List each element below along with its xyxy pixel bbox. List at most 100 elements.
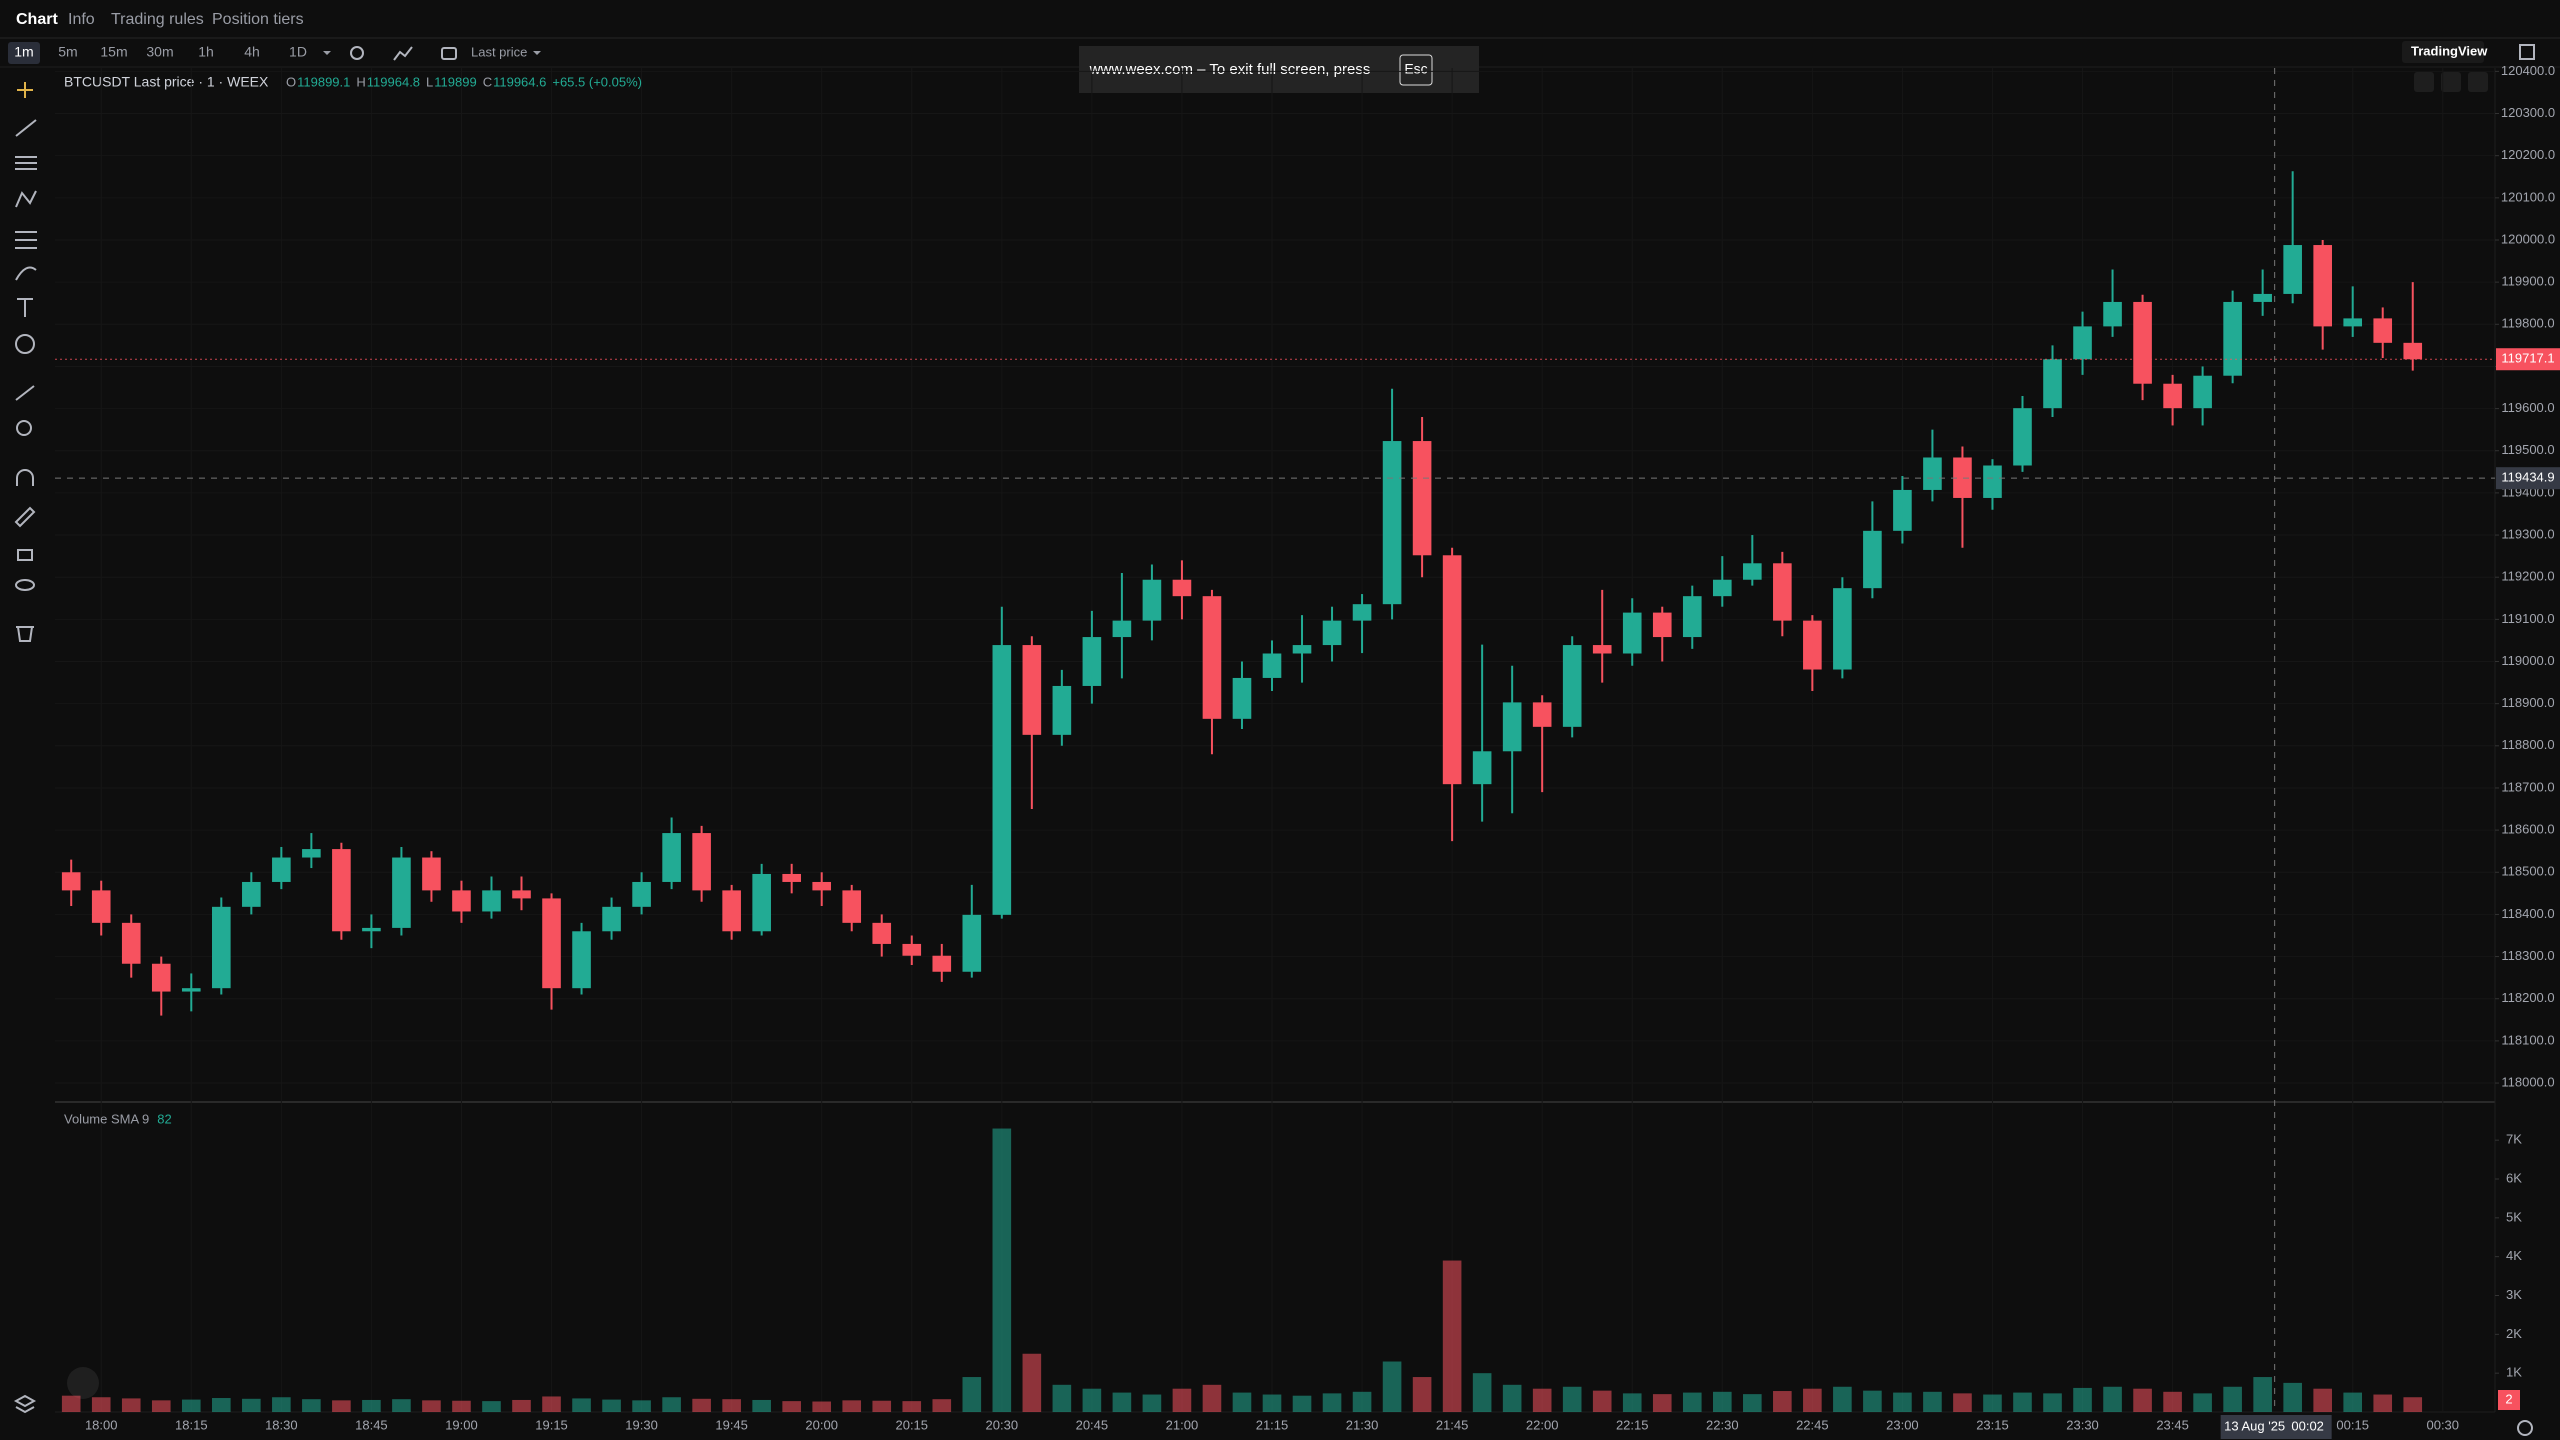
overlay: O 119899.1 H 119964.8 L 119899 C 119964.6 +65.5 … xyxy=(55,68,2560,1439)
candle-body xyxy=(1682,596,1702,638)
brush-tool[interactable] xyxy=(15,266,37,281)
zoom-tool[interactable] xyxy=(16,420,32,436)
volume-bar xyxy=(1262,1394,1282,1412)
crosshair-tool[interactable] xyxy=(17,82,33,98)
tab[interactable]: Chart xyxy=(16,11,58,28)
candle-body xyxy=(1052,685,1072,735)
legend-change: +65.5 (+0.05%) xyxy=(552,74,642,89)
provider[interactable]: TradingView xyxy=(2411,43,2488,58)
visibility-tool[interactable] xyxy=(15,579,35,591)
settings-icon[interactable] xyxy=(350,46,364,60)
y-tick-label: 120400.0 xyxy=(2501,63,2555,78)
volume-bar xyxy=(121,1398,141,1412)
candle-body xyxy=(662,833,681,882)
volume-bar xyxy=(482,1401,501,1412)
candle-body xyxy=(2283,245,2302,294)
volume-tick-label: 2K xyxy=(2506,1326,2522,1341)
interval[interactable]: 30m xyxy=(146,44,173,60)
indicators-icon[interactable] xyxy=(393,46,413,61)
candle-body xyxy=(422,857,441,891)
key-box xyxy=(1399,54,1433,86)
y-tick-label: 119900.0 xyxy=(2501,274,2554,289)
x-tick-label: 22:00 xyxy=(1526,1417,1559,1432)
volume-tick-label: 7K xyxy=(2506,1132,2522,1147)
prediction-tool[interactable] xyxy=(15,231,37,249)
legend-key: H xyxy=(356,74,365,89)
tab[interactable]: Position tiers xyxy=(212,11,304,28)
scroll-button[interactable] xyxy=(2414,72,2434,92)
tab[interactable]: Info xyxy=(68,11,95,28)
x-tick-label: 00:15 xyxy=(2336,1417,2369,1432)
candle-body xyxy=(1112,620,1132,638)
interval[interactable]: 1m xyxy=(14,44,33,60)
candle-body xyxy=(992,645,1012,915)
candle-body xyxy=(1983,465,2002,498)
trend-line-tool[interactable] xyxy=(15,119,37,137)
volume-bar xyxy=(1562,1386,1582,1412)
candle-body xyxy=(1262,653,1282,678)
delete-tool[interactable] xyxy=(16,626,34,642)
draw-mode-tool[interactable] xyxy=(14,506,36,528)
provider-badge xyxy=(2402,41,2484,63)
candle-body xyxy=(2193,375,2212,409)
screenshot-icon[interactable] xyxy=(441,47,457,60)
volume-bar xyxy=(1142,1394,1162,1412)
settings-icon[interactable] xyxy=(2517,1420,2533,1436)
interval[interactable]: 5m xyxy=(58,44,77,60)
measure-tool[interactable] xyxy=(15,385,35,401)
price-mode[interactable]: Last price xyxy=(471,44,527,59)
volume-bar xyxy=(1112,1392,1132,1412)
fit-button[interactable] xyxy=(2441,72,2461,92)
candle-body xyxy=(332,849,351,932)
layers-icon[interactable] xyxy=(13,1394,37,1414)
y-tick-label: 119600.0 xyxy=(2501,400,2554,415)
y-tick-label: 120300.0 xyxy=(2501,105,2555,120)
interval[interactable]: 1D xyxy=(289,44,307,60)
reset-button[interactable] xyxy=(2468,72,2488,92)
active-interval-bg xyxy=(8,42,40,64)
dropdown-arrow[interactable] xyxy=(533,51,541,55)
volume-bar xyxy=(962,1377,982,1412)
tab[interactable]: Trading rules xyxy=(111,11,204,28)
lock-tool[interactable] xyxy=(17,549,33,561)
candle-body xyxy=(542,898,561,989)
y-tick-label: 118400.0 xyxy=(2501,906,2554,921)
volume-current-box xyxy=(2498,1390,2520,1410)
x-tick-label: 23:15 xyxy=(1976,1417,2009,1432)
volume-bar xyxy=(1412,1377,1432,1412)
volume-bar xyxy=(602,1399,621,1412)
volume-tick-label: 1K xyxy=(2506,1365,2522,1380)
candle-body xyxy=(1863,530,1882,589)
crosshair-time-box xyxy=(2220,1415,2332,1439)
volume-bar xyxy=(61,1395,81,1412)
y-tick-label: 119300.0 xyxy=(2501,526,2554,541)
volume-bar xyxy=(181,1399,201,1412)
fib-tool[interactable] xyxy=(15,156,37,170)
pattern-tool[interactable] xyxy=(15,190,37,208)
volume-bar xyxy=(2253,1377,2272,1412)
candle-body xyxy=(1202,596,1222,719)
volume-bar xyxy=(932,1399,952,1412)
last-price-label: 119717.1 xyxy=(2501,351,2554,366)
tv-logo[interactable] xyxy=(67,1367,99,1399)
candle-body xyxy=(302,849,321,858)
volume-bar xyxy=(1052,1384,1072,1412)
emoji-tool[interactable] xyxy=(15,334,35,354)
interval[interactable]: 15m xyxy=(100,44,127,60)
key-label: Esc xyxy=(1404,61,1427,77)
interval[interactable]: 4h xyxy=(244,44,260,60)
interval[interactable]: 1h xyxy=(198,44,214,60)
magnet-tool[interactable] xyxy=(16,469,34,486)
candle-body xyxy=(212,906,231,989)
x-tick-label: 21:15 xyxy=(1256,1417,1289,1432)
dropdown-arrow[interactable] xyxy=(323,51,331,55)
fullscreen-icon[interactable] xyxy=(2519,44,2535,60)
candle-body xyxy=(1893,489,1912,531)
x-tick-label: 22:30 xyxy=(1706,1417,1739,1432)
volume-bar xyxy=(872,1400,892,1412)
candle-body xyxy=(602,906,621,932)
candle-body xyxy=(1622,612,1642,654)
candle-body xyxy=(1532,702,1552,727)
text-tool[interactable] xyxy=(17,298,33,317)
